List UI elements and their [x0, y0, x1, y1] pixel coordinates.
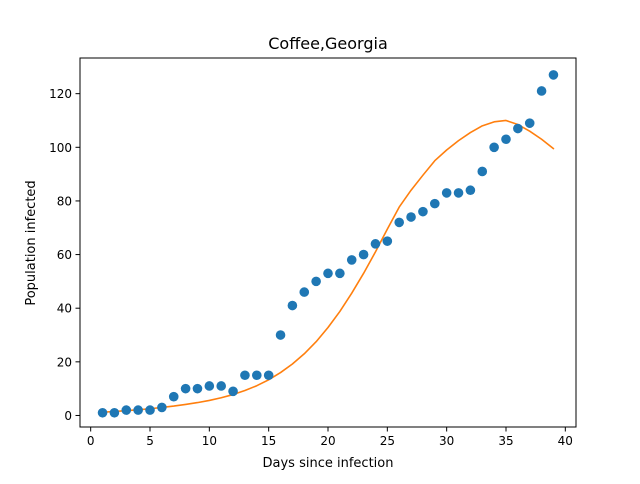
data-point: [323, 268, 333, 279]
data-point: [109, 407, 120, 418]
y-tick-label: 100: [49, 141, 72, 155]
y-axis-label: Population infected: [24, 180, 39, 305]
data-point: [145, 405, 155, 415]
data-point: [121, 405, 132, 415]
data-point: [192, 383, 203, 394]
chart-title: Coffee,Georgia: [268, 34, 388, 53]
data-point: [394, 217, 405, 228]
x-tick-label: 30: [439, 434, 454, 448]
data-point: [299, 287, 310, 297]
data-point: [180, 383, 191, 394]
plot-area: 0 5 10 15 20 25 30 35 40 0 20 40 60 80 100 120: [49, 57, 577, 448]
data-point: [133, 405, 143, 415]
data-point: [536, 86, 547, 96]
x-tick-label: 5: [146, 434, 154, 448]
x-tick-label: 10: [202, 434, 217, 448]
data-point: [513, 123, 523, 134]
data-point: [524, 118, 535, 128]
data-point: [465, 185, 476, 196]
data-point: [275, 330, 286, 340]
y-tick-label: 60: [57, 248, 72, 262]
data-point: [382, 236, 393, 246]
data-point: [311, 276, 321, 287]
data-point: [251, 370, 262, 381]
data-point: [358, 249, 369, 260]
data-point: [441, 188, 452, 198]
data-point: [157, 402, 167, 413]
y-tick-label: 120: [49, 87, 72, 101]
data-point: [287, 300, 298, 311]
data-point: [216, 381, 227, 391]
y-tick-label: 80: [57, 194, 72, 208]
data-point: [418, 206, 428, 217]
y-tick-label: 20: [57, 355, 72, 369]
x-tick-label: 20: [320, 434, 335, 448]
x-axis-label: Days since infection: [263, 456, 394, 471]
data-point: [204, 381, 215, 391]
data-point: [548, 70, 559, 80]
data-point: [168, 391, 179, 402]
x-tick-label: 35: [498, 434, 513, 448]
data-point: [453, 188, 464, 198]
x-tick-label: 0: [87, 434, 95, 448]
data-point: [346, 255, 357, 265]
model-fit-line: [101, 119, 555, 414]
data-point: [228, 386, 238, 397]
data-point: [97, 407, 108, 418]
x-tick-label: 15: [261, 434, 276, 448]
data-point: [240, 370, 250, 381]
x-tick-label: 40: [558, 434, 573, 448]
x-tick-label: 25: [380, 434, 395, 448]
data-point: [477, 166, 488, 177]
data-point: [406, 212, 416, 222]
data-point: [263, 370, 274, 381]
data-point: [335, 268, 345, 279]
data-point: [429, 198, 440, 209]
y-tick-label: 40: [57, 302, 72, 316]
data-point: [501, 134, 511, 145]
data-point: [370, 239, 381, 249]
data-point: [489, 142, 499, 153]
y-tick-label: 0: [64, 409, 72, 423]
